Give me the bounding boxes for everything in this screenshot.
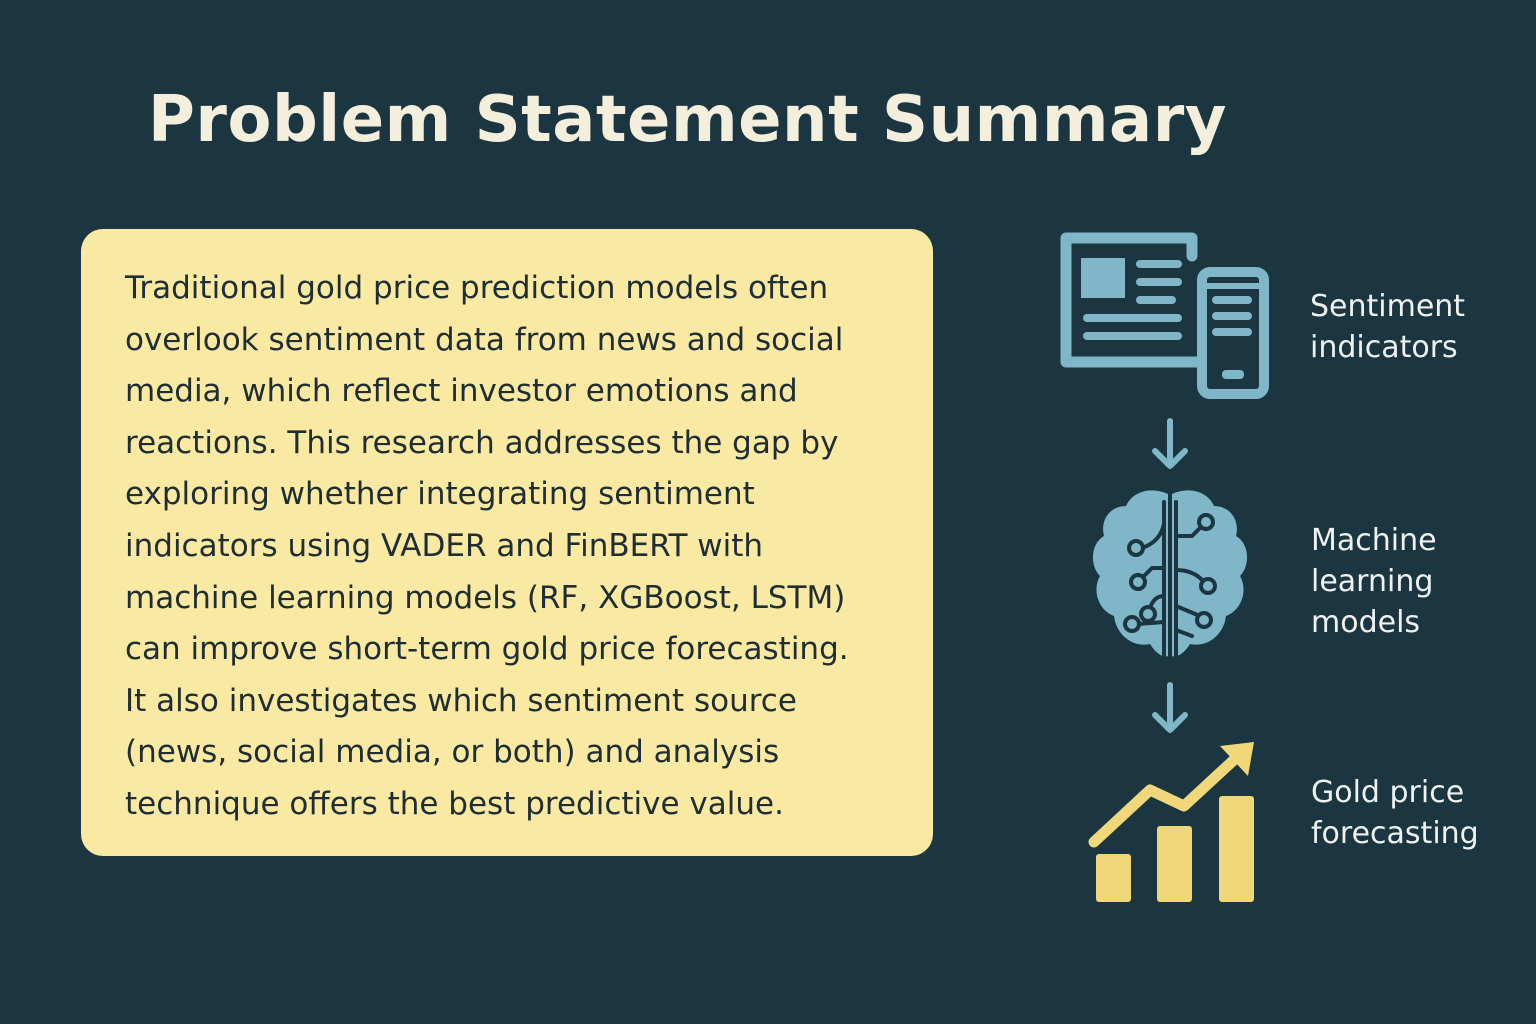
summary-line: technique offers the best predictive val… bbox=[125, 785, 784, 822]
arrow-down-icon bbox=[1152, 682, 1188, 733]
summary-line: reactions. This research addresses the g… bbox=[125, 424, 839, 461]
summary-card: Traditional gold price prediction models… bbox=[81, 229, 933, 856]
step-label-sentiment: Sentiment indicators bbox=[1310, 289, 1466, 365]
news-devices-icon bbox=[1060, 232, 1269, 399]
step-label-forecasting: Gold price forecasting bbox=[1311, 775, 1479, 851]
brain-circuit-icon bbox=[1092, 490, 1248, 662]
summary-line: Traditional gold price prediction models… bbox=[125, 270, 829, 306]
rising-bar-chart-icon bbox=[1088, 742, 1254, 902]
summary-line: machine learning models (RF, XGBoost, LS… bbox=[125, 579, 846, 616]
page-title: Problem Statement Summary bbox=[148, 83, 1227, 157]
summary-line: It also investigates which sentiment sou… bbox=[125, 682, 797, 719]
summary-line: media, which reflect investor emotions a… bbox=[125, 373, 798, 410]
summary-line: can improve short-term gold price foreca… bbox=[125, 631, 849, 668]
step-label-ml-models: Machine learning models bbox=[1311, 523, 1437, 640]
summary-line: (news, social media, or both) and analys… bbox=[125, 734, 780, 771]
summary-line: indicators using VADER and FinBERT with bbox=[125, 527, 764, 564]
summary-line: exploring whether integrating sentiment bbox=[125, 476, 755, 513]
arrow-down-icon bbox=[1152, 418, 1188, 469]
summary-line: overlook sentiment data from news and so… bbox=[125, 321, 844, 358]
